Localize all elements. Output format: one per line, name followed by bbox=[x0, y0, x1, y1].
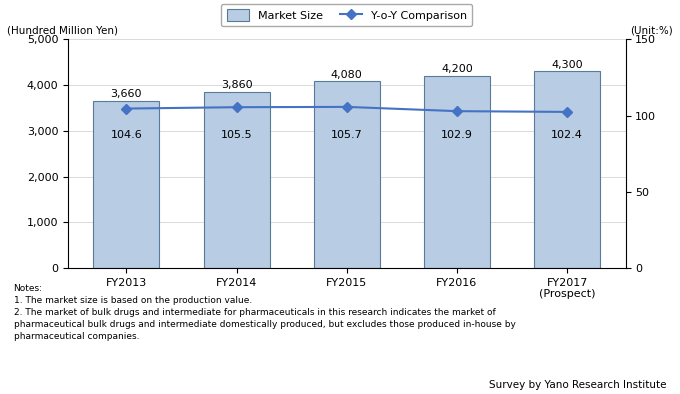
Bar bbox=[534, 71, 600, 268]
Text: (Hundred Million Yen): (Hundred Million Yen) bbox=[7, 26, 118, 35]
Bar bbox=[203, 91, 270, 268]
Text: 105.7: 105.7 bbox=[331, 130, 362, 140]
Text: 4,200: 4,200 bbox=[441, 64, 473, 74]
Text: 104.6: 104.6 bbox=[111, 130, 142, 140]
Text: 102.9: 102.9 bbox=[441, 130, 473, 140]
Text: 102.4: 102.4 bbox=[551, 130, 583, 140]
Bar bbox=[93, 100, 160, 268]
Bar bbox=[313, 82, 380, 268]
Text: 105.5: 105.5 bbox=[221, 130, 252, 140]
Text: Survey by Yano Research Institute: Survey by Yano Research Institute bbox=[489, 380, 666, 390]
Legend: Market Size, Y-o-Y Comparison: Market Size, Y-o-Y Comparison bbox=[221, 4, 473, 26]
Text: 3,860: 3,860 bbox=[221, 80, 252, 90]
Bar bbox=[424, 76, 490, 268]
Text: 4,300: 4,300 bbox=[551, 59, 583, 70]
Text: 4,080: 4,080 bbox=[331, 70, 362, 80]
Text: Notes:
1. The market size is based on the production value.
2. The market of bul: Notes: 1. The market size is based on th… bbox=[14, 284, 515, 341]
Text: (Unit:%): (Unit:%) bbox=[630, 26, 673, 35]
Text: 3,660: 3,660 bbox=[111, 89, 142, 99]
